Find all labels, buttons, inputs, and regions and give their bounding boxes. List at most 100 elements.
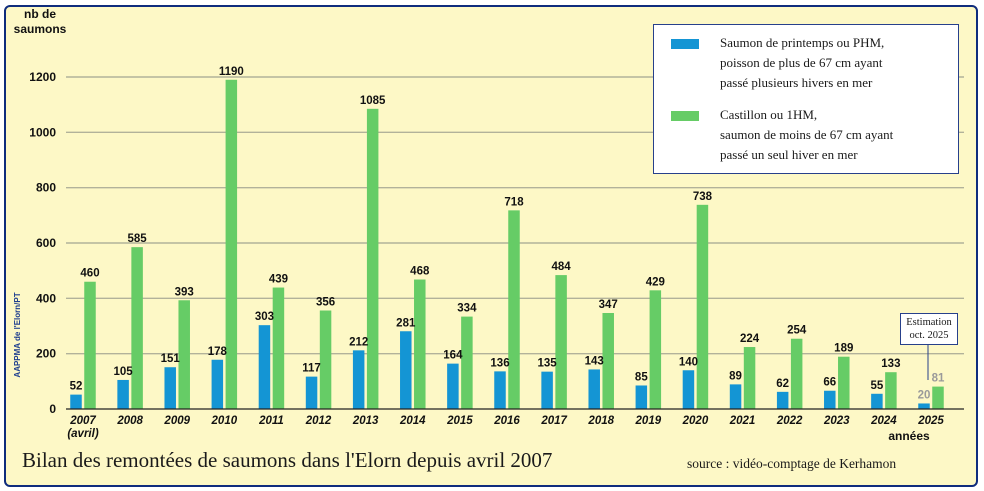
value-label: 55 bbox=[870, 380, 883, 392]
x-tick-label: 2024 bbox=[870, 415, 897, 427]
bar-1hm-2025 bbox=[932, 386, 944, 409]
legend-swatch-phm bbox=[671, 39, 699, 49]
bar-phm-2009 bbox=[164, 367, 176, 409]
bar-1hm-2011 bbox=[272, 287, 285, 409]
y-tick-label: 1000 bbox=[29, 125, 56, 139]
value-labels: 52 460 105 585 151 393 178 1190 303 439 117 356 212 1… bbox=[70, 66, 945, 402]
bar-1hm-2012 bbox=[319, 310, 332, 409]
value-label: 117 bbox=[302, 363, 321, 375]
bar-1hm-2023 bbox=[838, 356, 850, 409]
value-label: 254 bbox=[787, 325, 807, 337]
legend-label-1hm: Castillon ou 1HM, saumon de moins de 67 … bbox=[720, 107, 894, 162]
value-label: 356 bbox=[316, 297, 335, 309]
x-tick-label: 2019 bbox=[635, 415, 662, 427]
watermark-text: AAPPMA de l'Elorn/PT bbox=[13, 292, 22, 378]
bar-1hm-2009 bbox=[178, 300, 190, 409]
x-tick-label: 2007 (avril) bbox=[67, 415, 98, 440]
value-label: 178 bbox=[208, 346, 228, 358]
bar-phm-2024 bbox=[871, 393, 883, 409]
legend-swatch-1hm bbox=[671, 111, 699, 121]
value-label: 105 bbox=[114, 366, 134, 378]
x-tick-label: 2017 bbox=[540, 415, 567, 427]
x-tick-label: 2012 bbox=[305, 415, 332, 427]
bar-1hm-2020 bbox=[696, 204, 709, 409]
value-label: 347 bbox=[599, 299, 618, 311]
value-label: 281 bbox=[396, 317, 416, 329]
value-label: 224 bbox=[740, 333, 760, 345]
bar-phm-2016 bbox=[494, 371, 506, 409]
legend-label-phm: Saumon de printemps ou PHM, poisson de p… bbox=[720, 35, 885, 90]
x-axis-unit: années bbox=[888, 429, 930, 443]
bar-1hm-2024 bbox=[885, 372, 897, 409]
estimation-note: Estimation oct. 2025 bbox=[900, 313, 958, 345]
bar-phm-2018 bbox=[588, 369, 600, 409]
value-label: 718 bbox=[504, 196, 524, 208]
value-label: 135 bbox=[538, 358, 558, 370]
bar-1hm-2016 bbox=[508, 210, 520, 409]
value-label: 334 bbox=[457, 303, 477, 315]
bar-1hm-2022 bbox=[790, 338, 803, 409]
value-label: 484 bbox=[552, 261, 572, 273]
bar-1hm-2018 bbox=[602, 312, 614, 409]
x-tick-label: 2011 bbox=[258, 415, 284, 427]
value-label: 151 bbox=[161, 353, 181, 365]
value-label: 81 bbox=[932, 373, 945, 385]
value-label: 66 bbox=[823, 377, 836, 389]
value-label: 212 bbox=[349, 336, 368, 348]
bar-phm-2025 bbox=[918, 403, 930, 409]
bar-1hm-2010 bbox=[225, 79, 238, 410]
value-label: 468 bbox=[410, 266, 430, 278]
y-tick-label: 1200 bbox=[29, 70, 56, 84]
value-label: 189 bbox=[834, 343, 853, 355]
y-tick-label: 200 bbox=[36, 347, 56, 361]
bar-1hm-2021 bbox=[743, 347, 756, 409]
x-tick-label: 2021 bbox=[729, 415, 756, 427]
bar-phm-2022 bbox=[776, 391, 789, 409]
x-tick-label: 2022 bbox=[776, 415, 803, 427]
bar-1hm-2008 bbox=[131, 247, 143, 409]
x-tick-label: 2014 bbox=[399, 415, 426, 427]
value-label: 133 bbox=[881, 358, 900, 370]
value-label: 393 bbox=[175, 286, 194, 298]
bar-1hm-2015 bbox=[461, 316, 473, 409]
x-tick-label: 2015 bbox=[446, 415, 473, 427]
source-note: source : vidéo-comptage de Kerhamon bbox=[687, 456, 897, 471]
x-tick-label: 2010 bbox=[211, 415, 238, 427]
value-label: 303 bbox=[255, 311, 274, 323]
bar-1hm-2017 bbox=[555, 275, 567, 409]
value-label: 140 bbox=[679, 356, 698, 368]
value-label: 1085 bbox=[360, 95, 386, 107]
x-tick-label: 2025 bbox=[917, 415, 944, 427]
value-label: 164 bbox=[443, 350, 463, 362]
value-label: 1190 bbox=[219, 66, 244, 78]
x-tick-label: 2020 bbox=[682, 415, 709, 427]
x-tick-label: 2008 bbox=[116, 415, 143, 427]
bar-phm-2012 bbox=[305, 376, 318, 409]
value-label: 460 bbox=[80, 268, 99, 280]
value-label: 738 bbox=[693, 191, 713, 203]
bar-1hm-2014 bbox=[414, 279, 426, 409]
value-label: 136 bbox=[490, 357, 509, 369]
bar-phm-2023 bbox=[824, 390, 836, 409]
value-label: 52 bbox=[70, 381, 83, 393]
x-tick-labels: 2007 (avril) 2008 2009 2010 2011 2012 2013 2014 2… bbox=[67, 415, 944, 440]
bar-phm-2010 bbox=[211, 359, 224, 409]
bar-phm-2007 bbox=[70, 394, 82, 409]
bar-1hm-2013 bbox=[366, 108, 379, 410]
chart-caption: Bilan des remontées de saumons dans l'El… bbox=[22, 448, 553, 472]
bar-phm-2017 bbox=[541, 371, 553, 409]
legend: Saumon de printemps ou PHM, poisson de p… bbox=[653, 24, 959, 174]
bar-series bbox=[70, 79, 944, 410]
value-label: 585 bbox=[128, 233, 148, 245]
watermark: AAPPMA de l'Elorn/PT bbox=[13, 292, 23, 377]
bar-1hm-2019 bbox=[649, 290, 662, 409]
x-tick-label: 2023 bbox=[823, 415, 850, 427]
value-label: 439 bbox=[269, 274, 288, 286]
y-tick-label: 600 bbox=[36, 236, 56, 250]
y-tick-label: 800 bbox=[36, 181, 56, 195]
bar-phm-2019 bbox=[635, 385, 648, 409]
value-label: 85 bbox=[635, 371, 648, 383]
x-tick-label: 2018 bbox=[587, 415, 614, 427]
bar-phm-2015 bbox=[447, 363, 459, 409]
